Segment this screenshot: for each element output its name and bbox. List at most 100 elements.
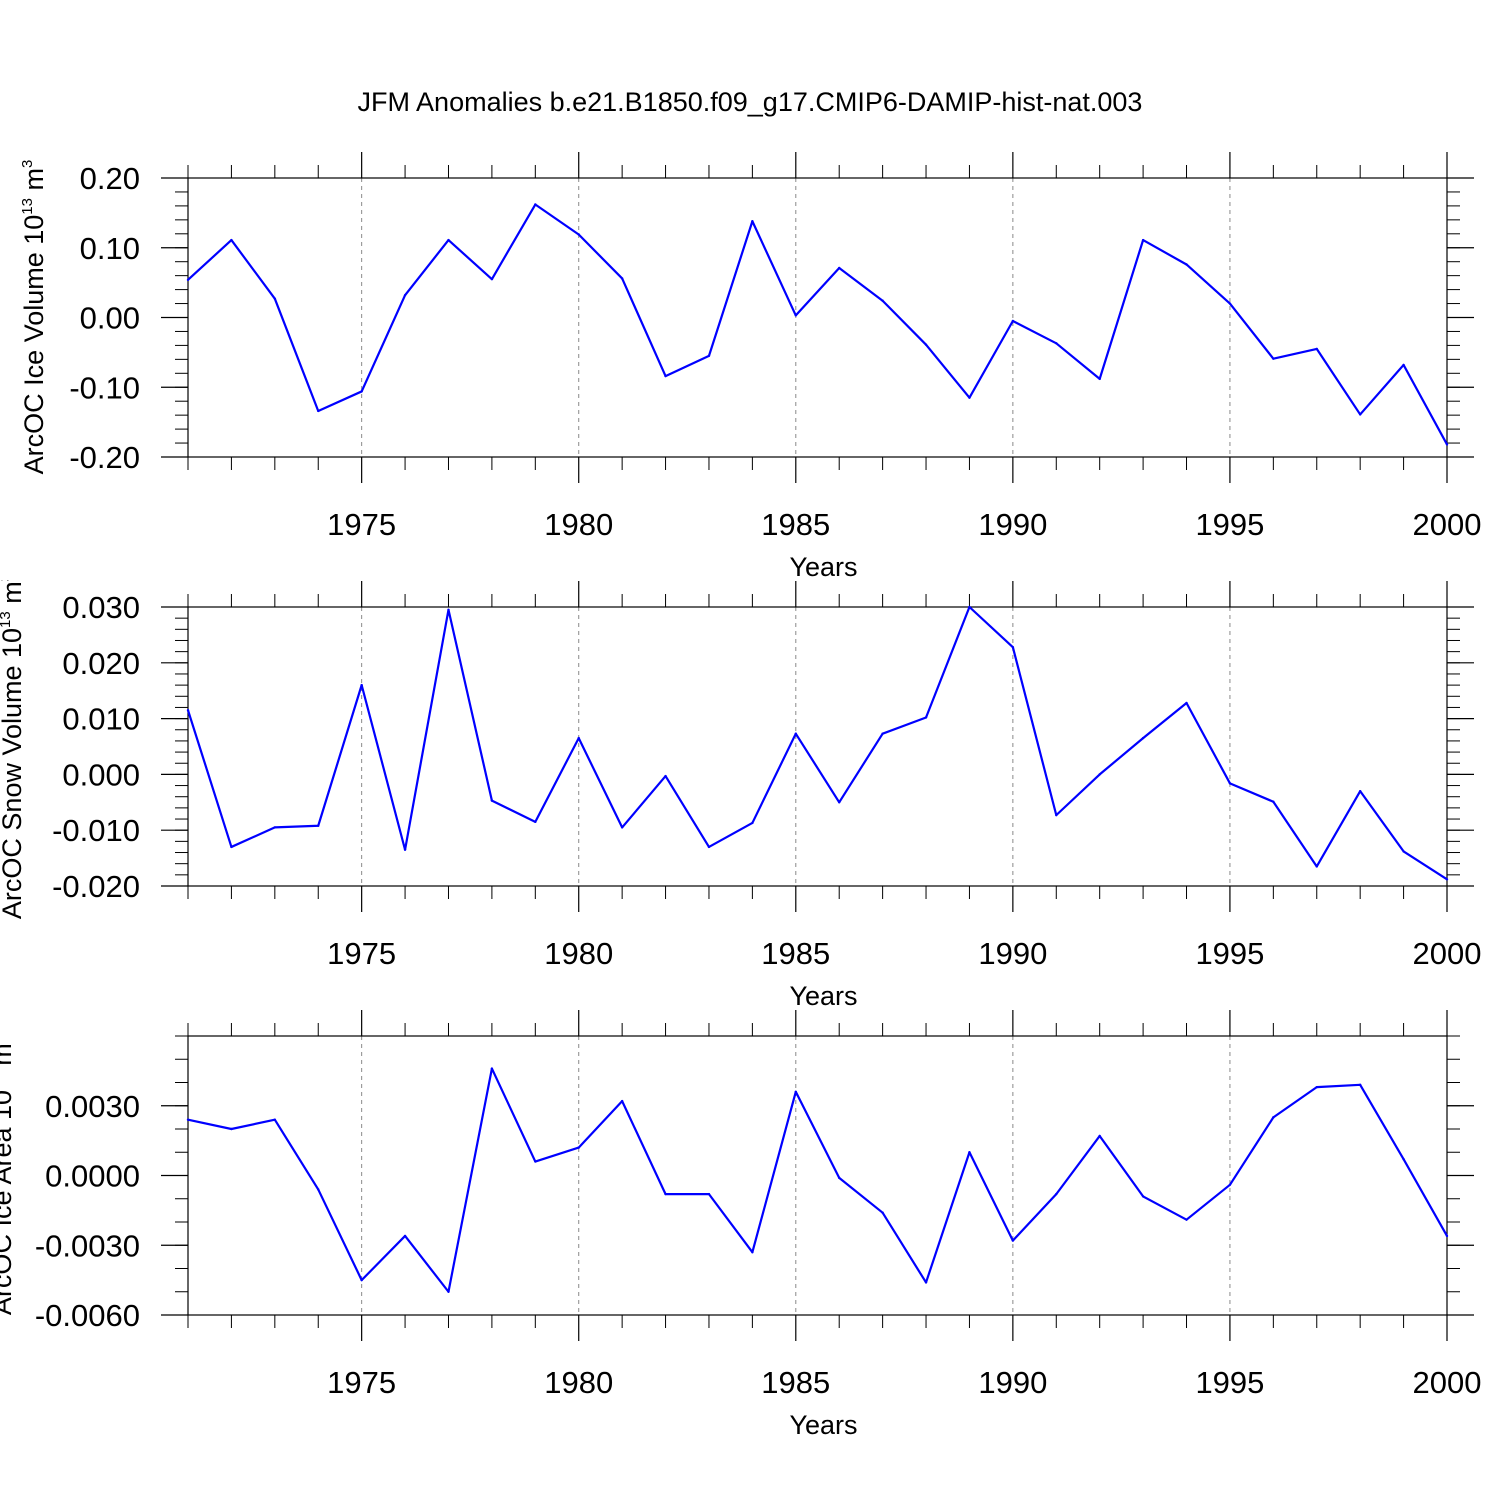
y-tick-label: -0.10 <box>69 370 140 405</box>
data-point <box>1185 701 1188 705</box>
data-point <box>1315 1085 1318 1089</box>
y-tick-label: -0.20 <box>69 440 140 475</box>
y-axis-title-unit: m <box>19 168 49 198</box>
data-point <box>1055 342 1058 345</box>
data-point <box>534 820 537 824</box>
y-axis-title-sup2: 3 <box>0 573 14 581</box>
x-tick-label: 2000 <box>1413 936 1482 971</box>
data-point <box>447 608 450 611</box>
x-tick-label: 1990 <box>978 507 1047 542</box>
data-point <box>534 203 537 206</box>
x-tick-label: 1985 <box>761 1365 830 1400</box>
data-point <box>838 266 841 270</box>
y-tick-label: -0.0030 <box>35 1228 140 1263</box>
data-point <box>1185 263 1188 266</box>
data-point <box>317 824 320 827</box>
y-tick-label: 0.000 <box>62 757 140 792</box>
x-tick-label: 1995 <box>1195 1365 1264 1400</box>
data-point <box>1358 413 1362 416</box>
data-point <box>1098 377 1101 381</box>
data-point <box>230 845 233 849</box>
data-point <box>838 1176 841 1180</box>
data-point <box>1228 1183 1232 1187</box>
plot-frame <box>187 1035 1448 1316</box>
data-point <box>577 1146 580 1149</box>
data-point <box>1141 736 1145 740</box>
data-point <box>794 1090 797 1094</box>
x-axis-title: Years <box>789 981 857 1011</box>
data-point <box>1445 443 1449 446</box>
data-point <box>751 1251 754 1254</box>
y-axis-title-sup2: 3 <box>19 160 36 168</box>
x-tick-label: 1990 <box>978 1365 1047 1400</box>
series-line <box>187 1067 1448 1293</box>
y-axis-title-sup2: 2 <box>0 1035 4 1043</box>
data-point <box>664 774 667 778</box>
data-point <box>1011 319 1015 323</box>
data-point <box>534 1160 537 1163</box>
x-axis-title: Years <box>789 1410 857 1440</box>
data-point <box>1402 850 1405 853</box>
data-point <box>924 343 928 346</box>
chart-panel-1: 1975 1980 1985 1990 1995 2000 0.20 0.10 0.00 -0.1… <box>19 152 1481 582</box>
data-point <box>620 826 624 829</box>
chart-panel-3: 1975 1980 1985 1990 1995 2000 0.0030 0.0000 -0.0… <box>0 1010 1481 1440</box>
data-point <box>577 736 580 740</box>
data-point <box>1445 1234 1449 1238</box>
y-tick-label: 0.20 <box>80 161 140 196</box>
data-point <box>838 801 841 804</box>
data-point <box>620 277 624 280</box>
y-tick-label: 0.030 <box>62 590 140 625</box>
data-point <box>186 278 190 282</box>
data-point <box>230 1127 233 1131</box>
data-point <box>751 821 754 825</box>
data-point <box>1098 1134 1101 1138</box>
data-point <box>403 848 407 851</box>
data-point <box>1315 865 1318 868</box>
data-point <box>1011 1239 1015 1242</box>
data-point <box>317 409 320 413</box>
data-point <box>881 1211 884 1214</box>
data-point <box>1228 782 1232 785</box>
data-point <box>968 605 971 609</box>
y-axis-title-main: ArcOC Ice Area 10 <box>0 1090 17 1315</box>
data-point <box>968 396 971 399</box>
x-tick-label: 1975 <box>327 507 396 542</box>
data-point <box>230 238 233 242</box>
data-point <box>273 826 277 829</box>
data-point <box>577 233 580 236</box>
data-point <box>794 732 797 735</box>
data-point <box>664 374 667 378</box>
data-point <box>1358 789 1362 793</box>
series-line <box>187 203 1448 445</box>
panels: 1975 1980 1985 1990 1995 2000 0.20 0.10 0.00 -0.1… <box>0 152 1481 1440</box>
y-tick-label: -0.010 <box>52 813 140 848</box>
x-tick-label: 1980 <box>544 936 613 971</box>
data-point <box>1141 238 1145 242</box>
x-tick-label: 1990 <box>978 936 1047 971</box>
x-tick-label: 1995 <box>1195 936 1264 971</box>
data-point <box>360 390 363 393</box>
y-axis-title-sup1: 13 <box>0 1073 4 1090</box>
data-point <box>707 354 711 358</box>
data-point <box>186 709 190 712</box>
data-point <box>968 1151 971 1154</box>
x-tick-label: 1985 <box>761 936 830 971</box>
data-point <box>1402 1158 1405 1161</box>
data-point <box>490 1067 494 1070</box>
x-tick-label: 1975 <box>327 936 396 971</box>
data-point <box>447 1290 450 1293</box>
data-point <box>273 297 277 300</box>
y-tick-label: 0.020 <box>62 646 140 681</box>
data-point <box>1185 1218 1188 1221</box>
data-point <box>1358 1083 1362 1087</box>
x-tick-label: 1985 <box>761 507 830 542</box>
data-point <box>490 799 494 802</box>
data-point <box>1445 878 1449 881</box>
x-tick-label: 2000 <box>1413 507 1482 542</box>
data-point <box>1141 1195 1145 1198</box>
x-tick-label: 1975 <box>327 1365 396 1400</box>
data-point <box>1272 1116 1275 1119</box>
plot-frame <box>187 177 1448 458</box>
